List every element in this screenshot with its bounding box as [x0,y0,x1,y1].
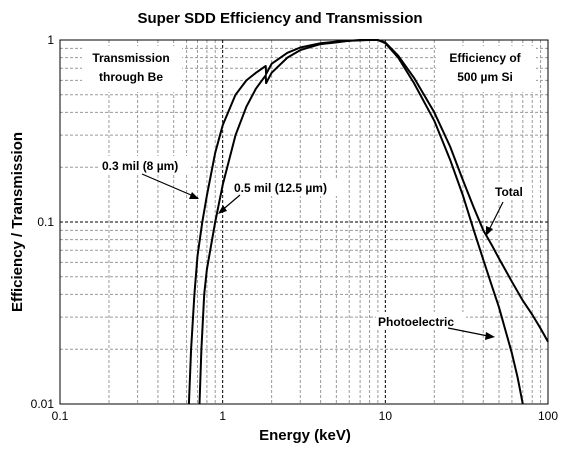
label-photoelectric: Photoelectric [378,315,454,329]
annotation-efficiency-line1: Efficiency of [449,51,521,65]
label-total: Total [495,185,523,199]
label-bg-total [492,182,532,200]
chart-title: Super SDD Efficiency and Transmission [137,10,422,27]
grid [60,40,548,404]
label-05mil: 0.5 mil (12.5 µm) [234,181,327,195]
x-tick-label: 1 [219,409,226,423]
arrowhead-03mil [189,192,199,199]
x-tick-label: 10 [379,409,393,423]
x-axis-label: Energy (keV) [259,427,351,444]
arrowhead-05mil [218,205,227,214]
arrow-photoelectric [447,327,494,338]
label-bg-05mil [232,178,342,196]
annotation-efficiency-line2: 500 µm Si [457,70,513,84]
series-line-05mil [198,39,524,405]
x-tick-label: 100 [538,409,558,423]
plot-frame [59,39,549,405]
y-tick-label: 0.01 [31,397,55,411]
label-bg-03mil [99,156,191,174]
y-tick-label: 0.1 [37,215,54,229]
annotation-box-transmission [82,46,182,92]
annotation-transmission-line2: through Be [99,70,163,84]
x-tick-label: 0.1 [52,409,69,423]
y-tick-label: 1 [47,33,54,47]
annotation-box-efficiency [436,46,536,92]
arrowhead-total [486,226,493,236]
label-03mil: 0.3 mil (8 µm) [102,159,178,173]
annotation-transmission-line1: Transmission [92,51,169,65]
curves [187,39,549,405]
label-bg-photoelectric [376,312,466,330]
arrow-03mil [141,173,199,199]
y-axis-label: Efficiency / Transmission [9,132,26,312]
arrowhead-photoelectric [485,332,495,340]
